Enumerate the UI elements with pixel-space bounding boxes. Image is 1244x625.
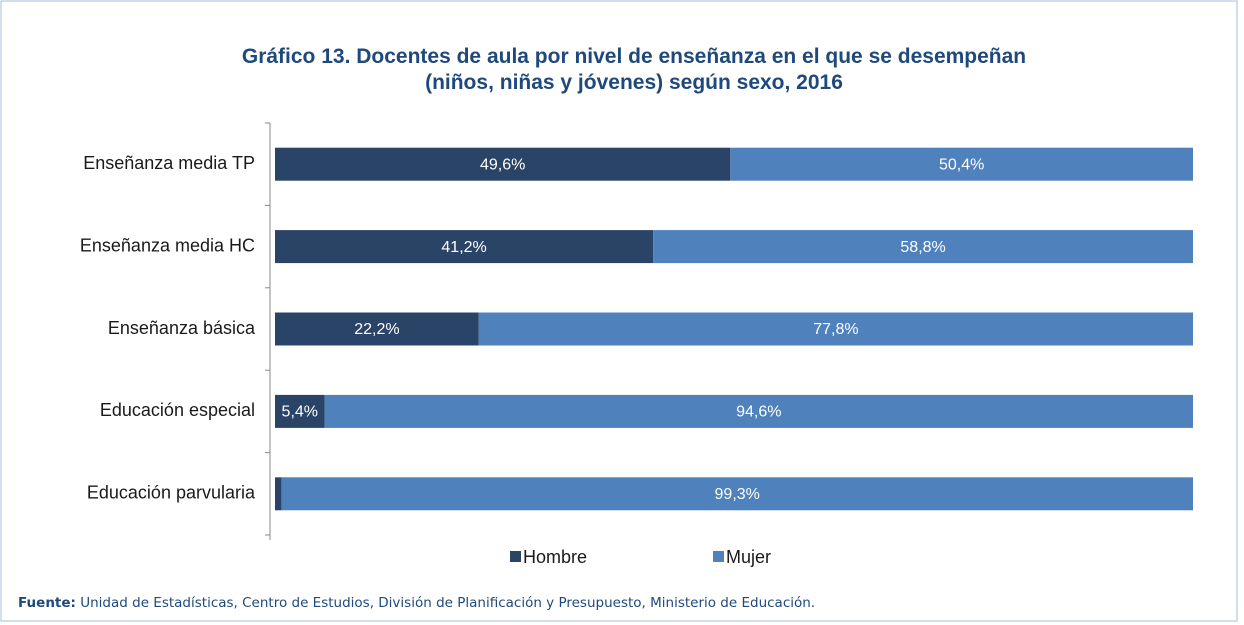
source-label: Fuente: bbox=[18, 595, 76, 611]
y-tick-label: Educación especial bbox=[100, 400, 255, 420]
bar-segment bbox=[275, 394, 325, 428]
data-label: 50,4% bbox=[939, 156, 984, 173]
y-tick-label: Enseñanza básica bbox=[108, 318, 256, 338]
bar-segment bbox=[275, 230, 654, 264]
bar-segment bbox=[275, 147, 731, 181]
data-label: 77,8% bbox=[813, 321, 858, 338]
data-label: 58,8% bbox=[900, 239, 945, 256]
bar-segment bbox=[653, 230, 1193, 264]
source-text: Unidad de Estadísticas, Centro de Estudi… bbox=[80, 595, 816, 611]
bar-segment bbox=[730, 147, 1193, 181]
data-label: 99,3% bbox=[715, 486, 760, 503]
bar-segment bbox=[281, 477, 1193, 511]
bar-segment bbox=[478, 312, 1193, 346]
source: Fuente: Unidad de Estadísticas, Centro d… bbox=[18, 595, 815, 611]
legend-swatch bbox=[713, 551, 724, 562]
legend-label: Mujer bbox=[726, 547, 771, 567]
data-label: 49,6% bbox=[480, 156, 525, 173]
data-label: 22,2% bbox=[354, 321, 399, 338]
data-label: 94,6% bbox=[736, 404, 781, 421]
y-tick-label: Educación parvularia bbox=[87, 483, 256, 503]
bar-segment bbox=[324, 394, 1193, 428]
data-label: 41,2% bbox=[441, 239, 486, 256]
chart-title: Gráfico 13. Docentes de aula por nivel d… bbox=[241, 45, 1027, 94]
data-label: 5,4% bbox=[282, 404, 318, 421]
y-tick-label: Enseñanza media HC bbox=[80, 235, 255, 255]
bar-segment bbox=[275, 312, 479, 346]
legend-label: Hombre bbox=[523, 547, 587, 567]
bar-segment bbox=[275, 477, 282, 511]
y-tick-label: Enseñanza media TP bbox=[83, 153, 255, 173]
legend-swatch bbox=[510, 551, 521, 562]
